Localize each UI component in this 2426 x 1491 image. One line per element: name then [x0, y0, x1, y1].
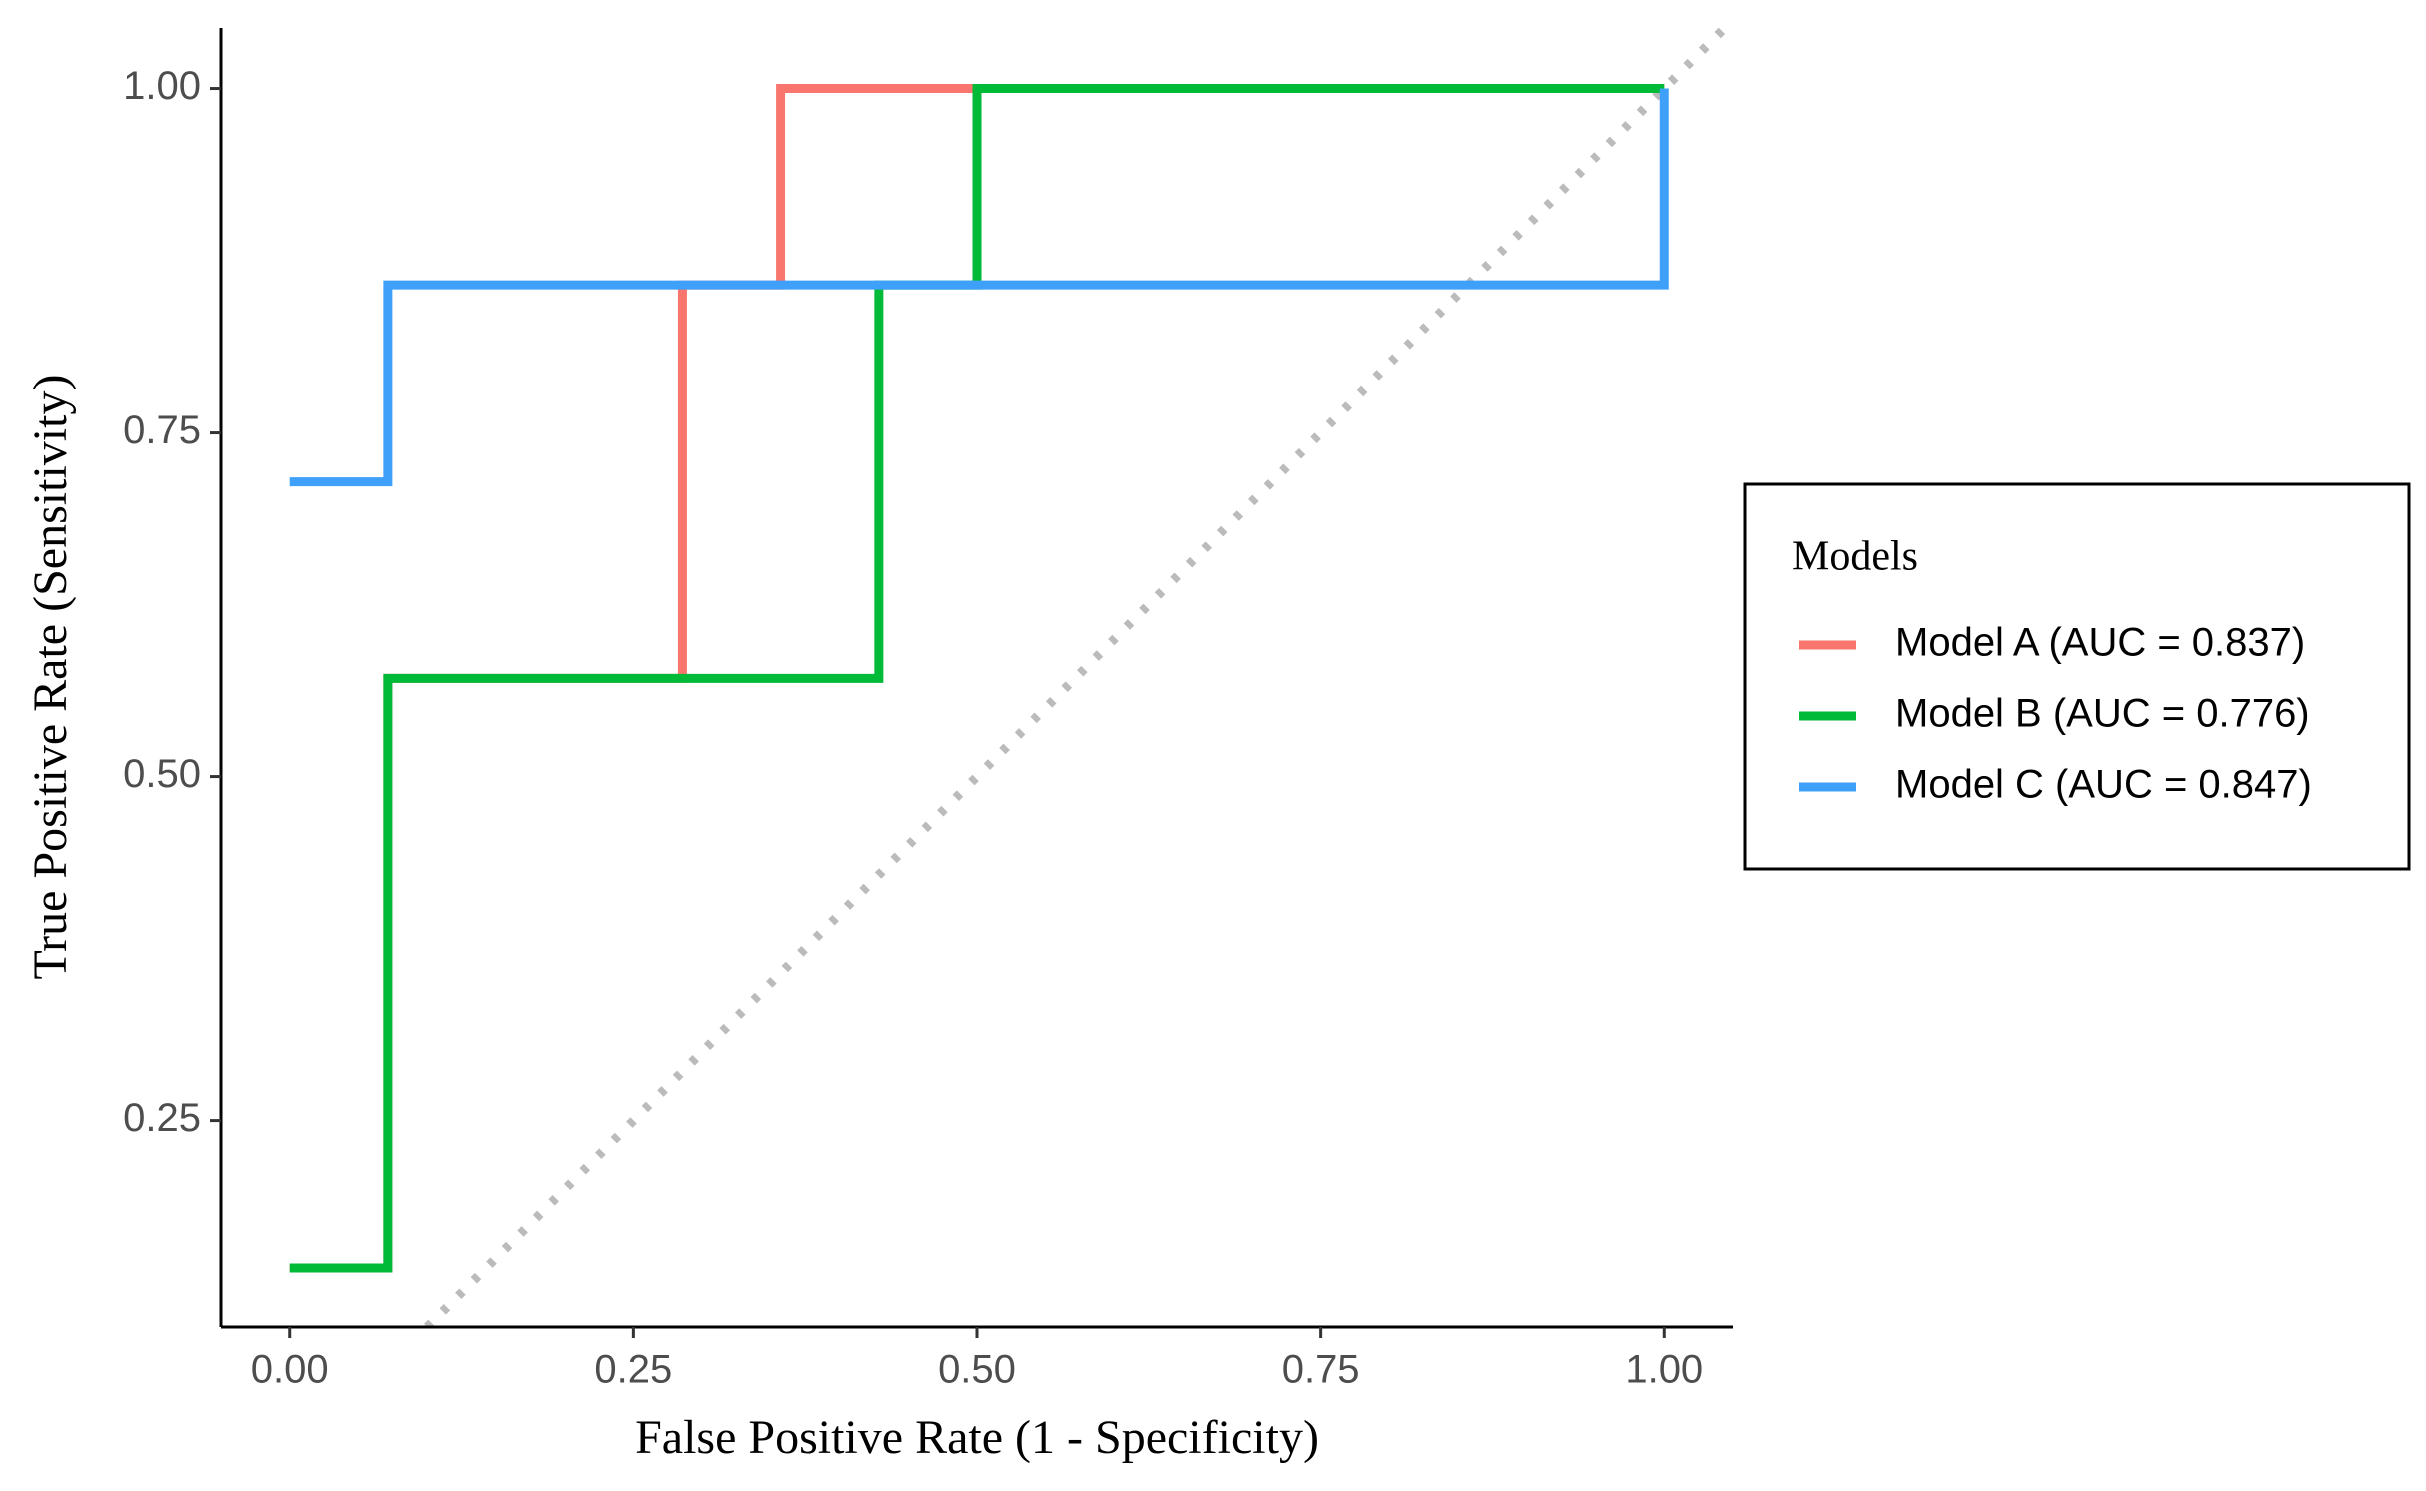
x-tick-label: 0.00	[251, 1348, 329, 1392]
y-tick-label: 0.50	[123, 752, 201, 796]
legend-title: Models	[1792, 534, 1918, 580]
roc-line	[289, 84, 1665, 1273]
y-tick-label: 0.75	[123, 408, 201, 452]
x-tick-label: 0.75	[1282, 1348, 1360, 1392]
y-axis-title: True Positive Rate (Sensitivity)	[24, 375, 77, 980]
x-tick-label: 0.50	[938, 1348, 1016, 1392]
legend-label: Model C (AUC = 0.847)	[1895, 763, 2312, 807]
y-tick-label: 0.25	[123, 1096, 201, 1140]
legend-box	[1743, 482, 2411, 871]
y-tick-label: 1.00	[123, 64, 201, 108]
roc-line	[289, 88, 1669, 487]
legend-label: Model A (AUC = 0.837)	[1895, 621, 2305, 665]
legend-label: Model B (AUC = 0.776)	[1895, 692, 2310, 736]
x-axis-title: False Positive Rate (1 - Specificity)	[635, 1411, 1319, 1464]
x-tick-label: 1.00	[1625, 1348, 1703, 1392]
x-tick-label: 0.25	[594, 1348, 672, 1392]
